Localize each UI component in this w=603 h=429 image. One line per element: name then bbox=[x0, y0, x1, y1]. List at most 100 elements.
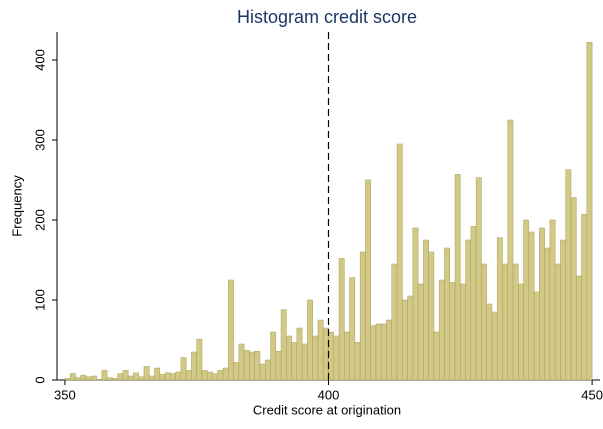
bar bbox=[412, 227, 419, 381]
bar bbox=[496, 237, 503, 381]
bar bbox=[264, 359, 271, 381]
bar bbox=[322, 327, 329, 381]
y-tick-label: 300 bbox=[32, 129, 47, 151]
bar bbox=[507, 119, 514, 381]
bar bbox=[375, 323, 382, 381]
bar bbox=[217, 370, 224, 381]
bar bbox=[175, 371, 182, 381]
bar bbox=[143, 366, 150, 381]
bar bbox=[270, 331, 277, 381]
bar bbox=[206, 371, 213, 381]
bar bbox=[75, 377, 81, 381]
bar bbox=[396, 143, 403, 381]
bar bbox=[359, 251, 366, 381]
bar bbox=[127, 375, 134, 381]
bar bbox=[586, 42, 593, 381]
bar bbox=[196, 338, 203, 381]
bar bbox=[354, 342, 361, 381]
bar bbox=[512, 263, 519, 381]
bar bbox=[570, 197, 577, 381]
bar bbox=[222, 367, 229, 381]
bar bbox=[243, 350, 250, 381]
y-tick-label: 0 bbox=[32, 376, 47, 383]
bar bbox=[444, 247, 451, 381]
bar bbox=[428, 251, 435, 381]
bar bbox=[301, 343, 308, 381]
bar bbox=[238, 343, 245, 381]
bar bbox=[423, 239, 429, 381]
bar bbox=[539, 227, 545, 381]
bar bbox=[275, 350, 282, 381]
bar bbox=[291, 342, 298, 381]
y-tick-label: 200 bbox=[32, 209, 47, 231]
bar bbox=[470, 226, 477, 381]
x-axis-label: Credit score at origination bbox=[253, 402, 401, 417]
bar bbox=[296, 327, 303, 381]
bar bbox=[417, 283, 424, 381]
bar bbox=[554, 263, 561, 381]
bar bbox=[317, 319, 324, 381]
bar bbox=[233, 362, 240, 381]
bar bbox=[228, 279, 234, 381]
bar bbox=[212, 373, 219, 381]
bar bbox=[259, 363, 266, 381]
bar bbox=[249, 351, 255, 381]
bar bbox=[328, 331, 335, 381]
bar bbox=[307, 299, 313, 381]
x-tick-label: 400 bbox=[318, 387, 340, 402]
bar bbox=[338, 258, 345, 381]
bar bbox=[523, 219, 530, 381]
bar bbox=[64, 378, 71, 381]
bar bbox=[201, 370, 208, 381]
bar bbox=[438, 279, 445, 381]
bar bbox=[149, 375, 155, 381]
bar bbox=[407, 295, 414, 381]
bar bbox=[544, 247, 551, 381]
bar bbox=[117, 373, 124, 381]
bar bbox=[549, 219, 556, 381]
bar bbox=[391, 263, 398, 381]
bar bbox=[518, 283, 524, 381]
bar bbox=[460, 283, 466, 381]
bar bbox=[433, 331, 440, 381]
bar bbox=[528, 231, 535, 381]
bar bbox=[449, 282, 456, 381]
bar bbox=[312, 335, 319, 381]
bar bbox=[80, 374, 87, 381]
bar bbox=[112, 378, 118, 381]
bar bbox=[185, 370, 192, 381]
bar bbox=[380, 323, 387, 381]
bar bbox=[402, 299, 408, 381]
bar bbox=[164, 372, 171, 381]
bar bbox=[491, 311, 498, 381]
x-tick-label: 350 bbox=[54, 387, 76, 402]
bar bbox=[386, 319, 393, 381]
bar bbox=[533, 291, 540, 381]
bar bbox=[581, 214, 588, 381]
bar bbox=[481, 263, 487, 381]
bar bbox=[280, 309, 287, 381]
bar bbox=[154, 367, 161, 381]
y-axis-label: Frequency bbox=[9, 175, 24, 237]
x-tick-label: 450 bbox=[581, 387, 603, 402]
bar bbox=[85, 376, 92, 381]
bar bbox=[96, 378, 103, 381]
chart-title: Histogram credit score bbox=[237, 7, 417, 27]
bar bbox=[101, 370, 108, 381]
bar bbox=[465, 239, 472, 381]
bar bbox=[486, 303, 493, 381]
bar bbox=[333, 335, 340, 381]
y-tick-label: 100 bbox=[32, 289, 47, 311]
bar bbox=[502, 263, 508, 381]
bar bbox=[560, 239, 566, 381]
bar bbox=[180, 357, 187, 381]
bar bbox=[91, 375, 97, 381]
bar bbox=[122, 370, 129, 381]
bar bbox=[170, 373, 176, 381]
bar bbox=[365, 179, 371, 381]
bar bbox=[454, 174, 461, 381]
bar bbox=[344, 331, 350, 381]
bar bbox=[370, 325, 377, 381]
bar bbox=[254, 350, 261, 381]
